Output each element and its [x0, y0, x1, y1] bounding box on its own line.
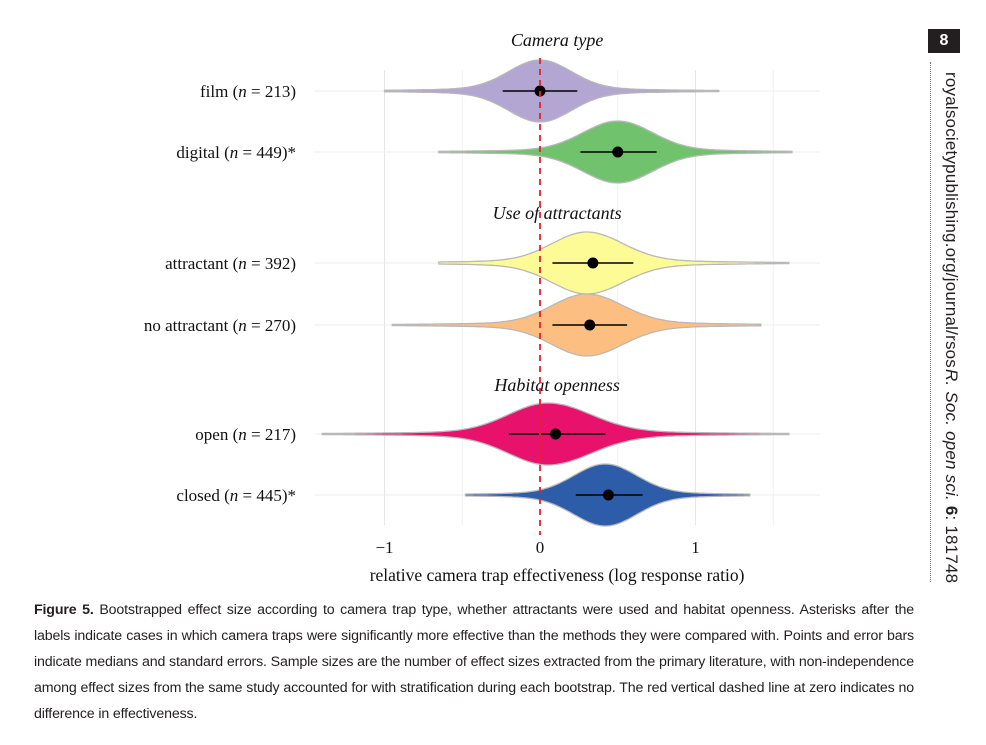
row-label: digital (n = 449)* — [176, 143, 296, 162]
running-head-volume: 6 — [942, 505, 961, 516]
median-point-attractant — [587, 257, 599, 269]
running-head-site: royalsocietypublishing.org/journal/rsos — [942, 72, 961, 369]
panel-title: Use of attractants — [493, 203, 622, 223]
row-label: closed (n = 445)* — [176, 486, 296, 505]
median-point-closed — [602, 489, 614, 501]
running-head-article: : 18174​8 — [942, 515, 961, 584]
running-head-journal: R. Soc. open sci. — [942, 369, 961, 501]
row-label: attractant (n = 392) — [165, 254, 296, 273]
x-tick-label: −1 — [375, 538, 393, 557]
row-label: open (n = 217) — [195, 425, 296, 444]
x-tick-label: 1 — [691, 538, 700, 557]
median-point-no-attractant — [584, 319, 596, 331]
figure-caption: Figure 5. Bootstrapped effect size accor… — [34, 597, 914, 727]
x-axis-label: relative camera trap effectiveness (log … — [370, 565, 745, 585]
panel-title: Camera type — [511, 30, 603, 50]
row-label: film (n = 213) — [200, 82, 296, 101]
page-number: 8 — [939, 32, 949, 49]
panel-title: Habitat openness — [493, 375, 620, 395]
page-number-badge: 8 — [928, 29, 960, 53]
running-head: royalsocietypublishing.org/journal/rsosR… — [938, 72, 962, 592]
median-point-digital — [612, 146, 624, 158]
x-tick-label: 0 — [536, 538, 545, 557]
violin-chart: Camera type film (n = 213) digital (n = 44… — [144, 30, 820, 585]
median-point-open — [550, 428, 562, 440]
figure-caption-text: Bootstrapped effect size according to ca… — [34, 602, 914, 722]
figure-label: Figure 5. — [34, 602, 94, 618]
margin-divider — [930, 62, 931, 582]
row-label: no attractant (n = 270) — [144, 316, 296, 335]
